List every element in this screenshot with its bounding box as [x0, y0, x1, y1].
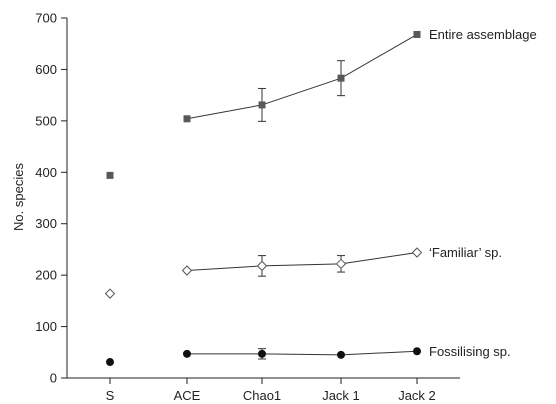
data-point-square — [258, 101, 266, 109]
data-point-diamond — [181, 265, 193, 276]
series-line — [186, 252, 418, 272]
series-line — [187, 350, 418, 356]
x-tick-label: ACE — [174, 388, 201, 403]
data-point-diamond — [104, 288, 116, 299]
series-group: ‘Familiar’ sp. — [104, 245, 502, 299]
x-tick-label: Jack 2 — [398, 388, 436, 403]
series-layer: Entire assemblage ‘Familiar’ sp. Fossilisi… — [104, 27, 537, 367]
data-point-circle — [183, 349, 191, 358]
series-group: Fossilising sp. — [106, 344, 511, 367]
y-tick-label: 600 — [35, 62, 57, 77]
series-group: Entire assemblage — [106, 27, 537, 179]
y-tick-label: 200 — [35, 268, 57, 283]
y-tick-label: 700 — [35, 11, 57, 26]
data-point-circle — [337, 350, 345, 359]
x-tick-label: S — [106, 388, 115, 403]
data-point-square — [106, 171, 114, 179]
data-point-square — [413, 30, 421, 38]
series-label: Entire assemblage — [429, 27, 537, 42]
data-point-square — [183, 115, 191, 123]
x-ticks: S ACE Chao1 Jack 1 Jack 2 — [106, 378, 436, 403]
x-tick-label: Chao1 — [243, 388, 281, 403]
axes — [66, 18, 460, 379]
x-tick-label: Jack 1 — [322, 388, 360, 403]
data-point-diamond — [335, 258, 347, 270]
data-point-circle — [106, 358, 114, 367]
y-ticks: 0 100 200 300 400 500 600 700 — [35, 11, 67, 386]
data-point-square — [337, 74, 345, 82]
series-label: Fossilising sp. — [429, 344, 511, 359]
data-point-diamond — [411, 247, 423, 258]
series-line — [186, 34, 418, 120]
y-tick-label: 300 — [35, 216, 57, 231]
y-tick-label: 400 — [35, 165, 57, 180]
data-point-circle — [258, 349, 266, 358]
y-tick-label: 500 — [35, 113, 57, 128]
y-axis-title: No. species — [11, 163, 26, 231]
y-tick-label: 0 — [50, 371, 57, 386]
series-label: ‘Familiar’ sp. — [429, 245, 502, 260]
data-point-circle — [413, 347, 421, 356]
data-point-diamond — [256, 260, 268, 272]
y-tick-label: 100 — [35, 319, 57, 334]
